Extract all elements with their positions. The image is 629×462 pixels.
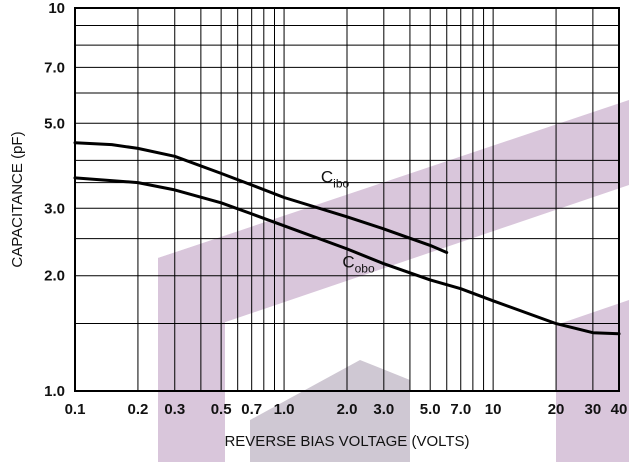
y-tick-label: 10	[48, 0, 65, 17]
y-tick-label: 5.0	[44, 115, 65, 132]
x-tick-label: 0.2	[128, 401, 149, 418]
x-tick-label: 3.0	[373, 401, 394, 418]
series-label-subscript: obo	[355, 262, 375, 276]
series-line-obo	[73, 176, 621, 336]
x-tick-label: 7.0	[450, 401, 471, 418]
x-tick-label: 20	[548, 401, 565, 418]
y-tick-label: 3.0	[44, 200, 65, 217]
watermark-block-mid	[250, 360, 410, 462]
x-tick-label: 0.3	[164, 401, 185, 418]
y-tick-label: 1.0	[44, 383, 65, 400]
x-tick-label: 40	[611, 401, 628, 418]
x-tick-label: 0.7	[241, 401, 262, 418]
watermark	[158, 100, 629, 462]
x-tick-label: 30	[585, 401, 602, 418]
x-tick-label: 2.0	[337, 401, 358, 418]
y-tick-label: 7.0	[44, 59, 65, 76]
x-axis-title: REVERSE BIAS VOLTAGE (VOLTS)	[224, 433, 469, 450]
series-label-subscript: ibo	[333, 177, 349, 191]
x-tick-labels: 0.1 0.2 0.3 0.5 0.7 1.0 2.0 3.0 5.0 7.0 10 20 30 40	[65, 401, 628, 418]
x-tick-label: 0.1	[65, 401, 86, 418]
grid	[74, 7, 620, 392]
watermark-band	[158, 100, 629, 345]
y-tick-label: 2.0	[44, 268, 65, 285]
y-axis-title: CAPACITANCE (pF)	[9, 131, 26, 267]
series-line-ibo	[73, 141, 449, 254]
x-tick-label: 10	[485, 401, 502, 418]
series-label-ibo: Cibo	[321, 168, 350, 191]
curves	[73, 141, 621, 336]
watermark-block-left	[158, 236, 225, 462]
x-tick-label: 5.0	[420, 401, 441, 418]
x-tick-label: 0.5	[211, 401, 232, 418]
y-tick-labels: 1.0 2.0 3.0 5.0 7.0 10	[44, 0, 65, 400]
plot-frame	[74, 7, 620, 392]
x-tick-label: 1.0	[274, 401, 295, 418]
